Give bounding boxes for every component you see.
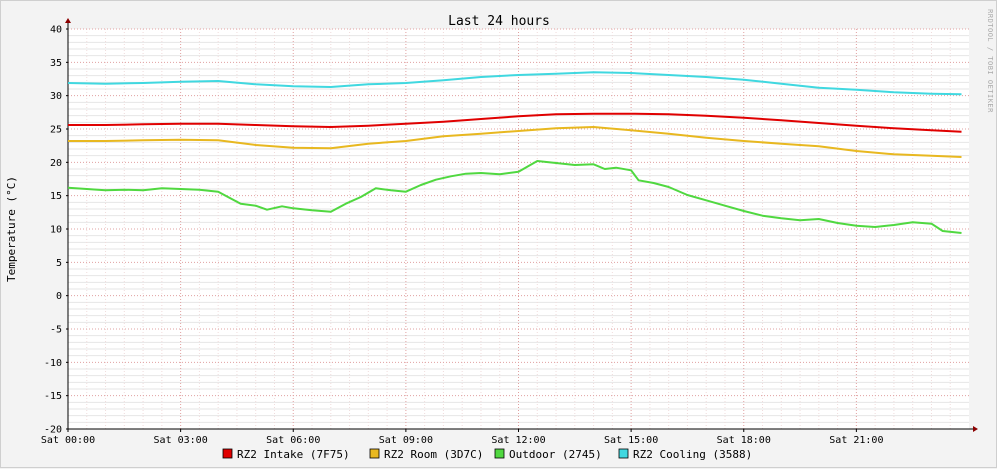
legend: RZ2 Intake (7F75) RZ2 Room (3D7C) Outdoor … [222, 448, 752, 461]
y-tick-label: -20 [44, 425, 62, 436]
watermark-text: RRDTOOL / TOBI OETIKER [986, 9, 994, 113]
axes [65, 18, 978, 432]
legend-label-3: Outdoor (2745) [509, 448, 602, 461]
legend-swatch-3 [494, 448, 505, 459]
y-tick-label: 30 [50, 91, 62, 102]
y-tick-label: 15 [50, 191, 62, 202]
grid [67, 28, 969, 430]
x-tick-label: Sat 18:00 [717, 435, 771, 446]
x-tick-label: Sat 00:00 [41, 435, 95, 446]
y-axis-label: Temperature (°C) [5, 176, 18, 282]
legend-swatch-4 [618, 448, 629, 459]
chart-title: Last 24 hours [448, 14, 550, 29]
x-tick-label: Sat 06:00 [266, 435, 320, 446]
y-tick-label: -10 [44, 358, 62, 369]
y-tick-label: 25 [50, 125, 62, 136]
legend-label-1: RZ2 Intake (7F75) [237, 448, 350, 461]
series-line-1 [68, 112, 962, 133]
x-tick-label: Sat 09:00 [379, 435, 433, 446]
y-tick-label: 20 [50, 158, 62, 169]
x-tick-label: Sat 03:00 [154, 435, 208, 446]
series-line-3 [67, 160, 962, 234]
series-line-2 [68, 126, 962, 158]
series-line-4 [67, 71, 962, 96]
y-tick-label: -15 [44, 391, 62, 402]
legend-swatch-1 [222, 448, 233, 459]
x-tick-label: Sat 21:00 [829, 435, 883, 446]
legend-label-2: RZ2 Room (3D7C) [384, 448, 483, 461]
x-tick-label: Sat 15:00 [604, 435, 658, 446]
y-tick-label: 10 [50, 225, 62, 236]
y-tick-label: 35 [50, 58, 62, 69]
y-tick-labels: 40 35 30 25 20 15 10 5 0 -5 -10 -15 -20 [44, 25, 68, 436]
x-tick-label: Sat 12:00 [491, 435, 545, 446]
x-tick-labels: Sat 00:00 Sat 03:00 Sat 06:00 Sat 09:00 Sat … [41, 429, 883, 446]
y-axis-arrow [65, 18, 71, 23]
y-tick-label: 5 [56, 258, 62, 269]
y-tick-label: -5 [50, 325, 62, 336]
x-axis-arrow [973, 426, 978, 432]
legend-swatch-2 [369, 448, 380, 459]
series-lines [67, 71, 962, 234]
y-tick-label: 0 [56, 291, 62, 302]
y-tick-label: 40 [50, 25, 62, 36]
legend-label-4: RZ2 Cooling (3588) [633, 448, 752, 461]
